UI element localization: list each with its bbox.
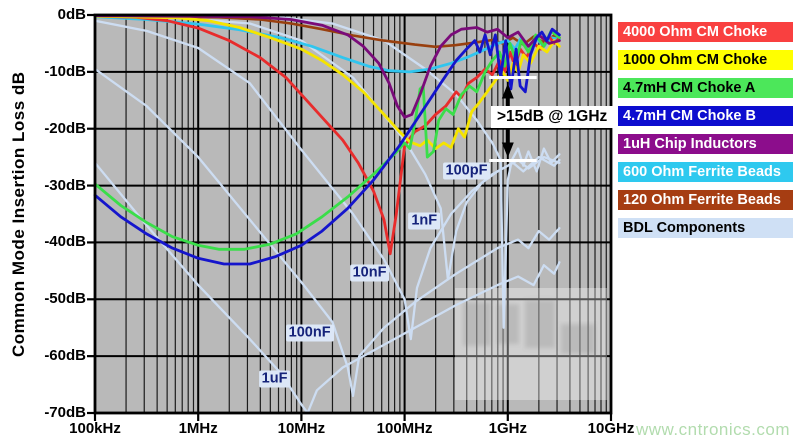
series-1000-ohm-cm-choke (93, 14, 561, 151)
x-tick-label: 1MHz (178, 420, 218, 437)
y-tick-label: -70dB (44, 403, 86, 421)
plot-border (93, 13, 613, 415)
x-tick-label: 1GHz (488, 420, 527, 437)
component-label-100nF: 100nF (285, 324, 334, 342)
legend-item: 4000 Ohm CM Choke (618, 22, 793, 42)
y-tick-label: -50dB (44, 290, 86, 308)
series-1uh-chip-inductors (93, 14, 561, 119)
legend-item: 1uH Chip Inductors (618, 134, 793, 154)
legend-item: 4.7mH CM Choke B (618, 106, 793, 126)
chart-legend: 4000 Ohm CM Choke 1000 Ohm CM Choke 4.7mH … (618, 22, 796, 246)
series-bdl-components-100pf- (279, 16, 561, 329)
ghost-watermark-smudge (525, 300, 555, 348)
measure-annotation-label: >15dB @ 1GHz (491, 106, 614, 128)
legend-item: 600 Ohm Ferrite Beads (618, 162, 793, 182)
component-label-100pF: 100pF (442, 162, 491, 180)
component-label-1nF: 1nF (408, 212, 441, 230)
x-tick-label: 100MHz (376, 420, 433, 437)
watermark-text: www.cntronics.com (636, 420, 790, 439)
y-tick-label: -10dB (44, 62, 86, 80)
ghost-watermark-smudge (497, 304, 519, 344)
series-4-7mh-cm-choke-b (93, 27, 561, 266)
ghost-watermark-smudge (463, 302, 491, 346)
x-tick-label: 10MHz (277, 420, 326, 437)
series-bdl-components-100nf- (93, 67, 561, 398)
measure-arrowhead-up (501, 83, 514, 99)
legend-item: 120 Ohm Ferrite Beads (618, 190, 793, 210)
y-tick-label: -60dB (44, 347, 86, 365)
measure-arrowhead-down (501, 142, 514, 158)
legend-item: 4.7mH CM Choke A (618, 78, 793, 98)
component-label-1uF: 1uF (258, 370, 291, 388)
ghost-watermark-smudge (561, 324, 595, 354)
y-tick-label: -40dB (44, 233, 86, 251)
chart-svg (87, 13, 613, 421)
y-tick-label: -20dB (44, 119, 86, 137)
legend-item: 1000 Ohm CM Choke (618, 50, 793, 70)
x-tick-label: 100kHz (69, 420, 121, 437)
series-bdl-components-1nf- (176, 16, 561, 281)
component-label-10nF: 10nF (349, 264, 390, 282)
x-tick-label: 10GHz (587, 420, 635, 437)
legend-item: BDL Components (618, 218, 793, 238)
y-tick-label: 0dB (57, 6, 86, 23)
y-tick-label: -30dB (44, 176, 86, 194)
